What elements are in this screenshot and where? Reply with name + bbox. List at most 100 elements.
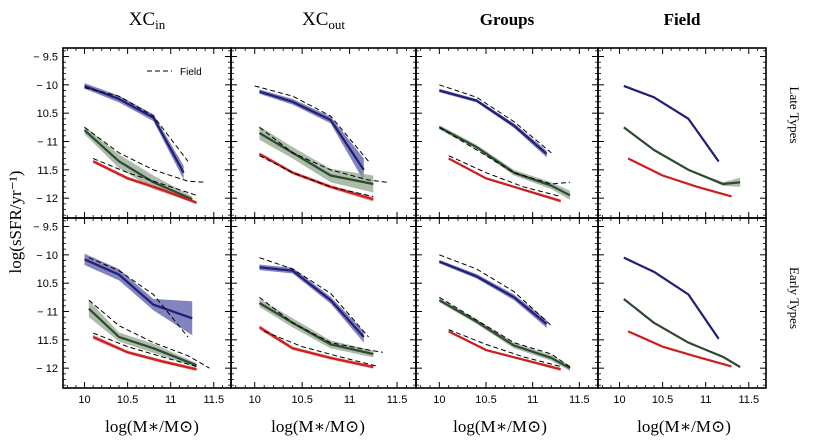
x-axis-label-col3: log(M∗/M⊙) bbox=[453, 417, 547, 436]
frame-late-types-groups bbox=[415, 47, 599, 219]
field-dashed-0-early-types-groups bbox=[439, 254, 552, 327]
field-dashed-1-late-types-groups bbox=[439, 126, 571, 185]
line-red-late-types-groups bbox=[448, 157, 561, 203]
xtick-label-early-types-xcout: 10.5 bbox=[291, 394, 312, 406]
line-red-late-types-field bbox=[627, 157, 732, 198]
ytick-label-early-types-xcin: 10.5 bbox=[37, 278, 58, 290]
field-dashed-1-early-types-xcout bbox=[259, 296, 383, 353]
ytick-label-early-types-xcin: − 11 bbox=[37, 307, 58, 319]
field-dashed-2-early-types-xcin bbox=[92, 332, 197, 367]
column-title-3: Groups bbox=[480, 10, 535, 29]
line-blue-early-types-field bbox=[623, 256, 720, 340]
frame-late-types-xcout bbox=[230, 47, 417, 219]
line-green-early-types-field bbox=[623, 298, 741, 368]
column-title-2: XCout bbox=[302, 9, 345, 32]
frame-early-types-field bbox=[597, 217, 767, 389]
field-dashed-2-late-types-xcin bbox=[92, 158, 197, 196]
band-red-early-types-xcin bbox=[93, 334, 197, 371]
frame-late-types-field bbox=[597, 47, 767, 219]
x-axis-label-col1: log(M∗/M⊙) bbox=[105, 417, 199, 436]
column-title-1: XCin bbox=[129, 9, 166, 32]
field-dashed-2-late-types-groups bbox=[448, 155, 561, 197]
line-green-early-types-xcout bbox=[258, 302, 374, 356]
line-blue-early-types-xcin bbox=[84, 258, 193, 320]
xtick-label-early-types-field: 11.5 bbox=[738, 394, 759, 406]
xtick-label-early-types-field: 10 bbox=[613, 394, 625, 406]
line-blue-early-types-xcout bbox=[259, 266, 365, 338]
line-green-late-types-groups bbox=[438, 126, 571, 197]
line-green-late-types-field bbox=[623, 126, 741, 186]
xtick-label-early-types-xcout: 11 bbox=[344, 394, 355, 406]
xtick-label-early-types-field: 11 bbox=[700, 394, 711, 406]
field-dashed-1-early-types-xcin bbox=[88, 299, 210, 369]
line-red-early-types-xcin bbox=[92, 335, 197, 371]
field-dashed-0-early-types-xcin bbox=[88, 257, 189, 338]
legend-label: Field bbox=[180, 67, 202, 78]
xtick-label-early-types-xcin: 10 bbox=[78, 394, 90, 406]
ytick-label-late-types-xcin: − 12 bbox=[36, 193, 58, 205]
band-green-late-types-xcout bbox=[259, 126, 374, 193]
field-dashed-0-early-types-xcout bbox=[259, 257, 369, 338]
field-dashed-2-early-types-groups bbox=[448, 329, 561, 367]
field-dashed-0-late-types-xcout bbox=[254, 85, 369, 162]
row-label-late-types: Late Types bbox=[787, 87, 802, 144]
band-green-late-types-groups bbox=[439, 125, 570, 200]
line-blue-early-types-groups bbox=[438, 260, 548, 325]
line-red-late-types-xcin bbox=[92, 160, 197, 204]
xtick-label-early-types-field: 10.5 bbox=[652, 394, 673, 406]
panel-late-types-groups bbox=[415, 47, 599, 219]
line-green-late-types-xcout bbox=[258, 132, 374, 186]
field-dashed-1-late-types-xcin bbox=[84, 126, 206, 183]
panel-early-types-field: 10 10.5 11 11.5 bbox=[597, 217, 767, 406]
frame-early-types-xcout bbox=[230, 217, 417, 389]
line-red-early-types-field bbox=[627, 330, 732, 368]
y-axis-label: log(sSFR/yr⁻¹) bbox=[6, 171, 25, 274]
xtick-label-early-types-groups: 10 bbox=[433, 394, 445, 406]
ytick-label-late-types-xcin: − 10 bbox=[36, 80, 58, 92]
panel-early-types-groups: 10 10.5 11 11.5 bbox=[415, 217, 599, 406]
ytick-label-late-types-xcin: − 11 bbox=[37, 137, 58, 149]
line-blue-late-types-xcout bbox=[259, 90, 365, 171]
line-green-early-types-groups bbox=[438, 299, 571, 370]
column-title-4: Field bbox=[664, 10, 701, 29]
band-green-late-types-xcin bbox=[84, 126, 193, 203]
column-titles: XCin XCout Groups Field bbox=[129, 9, 701, 32]
panel-early-types-xcout: 10 10.5 11 11.5 bbox=[230, 217, 417, 406]
row-label-early-types: Early Types bbox=[787, 267, 802, 329]
xtick-label-early-types-xcin: 10.5 bbox=[117, 394, 138, 406]
band-blue-late-types-groups bbox=[439, 88, 547, 158]
ytick-label-early-types-xcin: − 9.5 bbox=[33, 222, 58, 234]
line-blue-late-types-field bbox=[623, 84, 720, 162]
panel-late-types-xcout bbox=[230, 47, 417, 219]
ytick-label-early-types-xcin: − 10 bbox=[36, 250, 58, 262]
line-green-early-types-xcin bbox=[88, 307, 197, 367]
xtick-label-early-types-xcout: 11.5 bbox=[387, 394, 408, 406]
band-blue-late-types-field bbox=[623, 85, 719, 164]
xtick-label-early-types-xcin: 11 bbox=[165, 394, 176, 406]
xtick-label-early-types-xcin: 11.5 bbox=[203, 394, 224, 406]
ytick-label-late-types-xcin: − 9.5 bbox=[33, 52, 58, 64]
xtick-label-early-types-xcout: 10 bbox=[249, 394, 261, 406]
xtick-label-early-types-groups: 11.5 bbox=[569, 394, 590, 406]
line-green-late-types-xcin bbox=[83, 129, 193, 201]
line-blue-late-types-groups bbox=[439, 89, 548, 155]
field-dashed-2-early-types-xcout bbox=[264, 330, 379, 367]
band-blue-early-types-groups bbox=[439, 259, 547, 328]
xtick-label-early-types-groups: 11 bbox=[527, 394, 538, 406]
panel-late-types-xcin: − 9.5 − 10 10.5 − 11 11.5 − 12 Field bbox=[33, 47, 232, 219]
line-red-early-types-groups bbox=[448, 330, 561, 371]
ytick-label-late-types-xcin: 10.5 bbox=[37, 108, 58, 120]
xtick-label-early-types-groups: 10.5 bbox=[475, 394, 496, 406]
field-dashed-2-late-types-xcout bbox=[259, 155, 374, 197]
line-red-early-types-xcout bbox=[258, 326, 374, 369]
ytick-label-early-types-xcin: 11.5 bbox=[37, 335, 58, 347]
band-red-late-types-xcout bbox=[259, 152, 374, 202]
field-dashed-0-late-types-xcin bbox=[84, 87, 189, 162]
x-axis-label-col2: log(M∗/M⊙) bbox=[271, 417, 365, 436]
band-blue-late-types-xcout bbox=[259, 89, 364, 182]
band-blue-early-types-xcin bbox=[84, 253, 193, 336]
ytick-label-late-types-xcin: 11.5 bbox=[37, 165, 58, 177]
panels: − 9.5 − 10 10.5 − 11 11.5 − 12 Field 10 10.5 11 11… bbox=[33, 47, 767, 406]
field-dashed-1-late-types-xcout bbox=[259, 126, 388, 183]
ytick-label-early-types-xcin: − 12 bbox=[36, 363, 58, 375]
